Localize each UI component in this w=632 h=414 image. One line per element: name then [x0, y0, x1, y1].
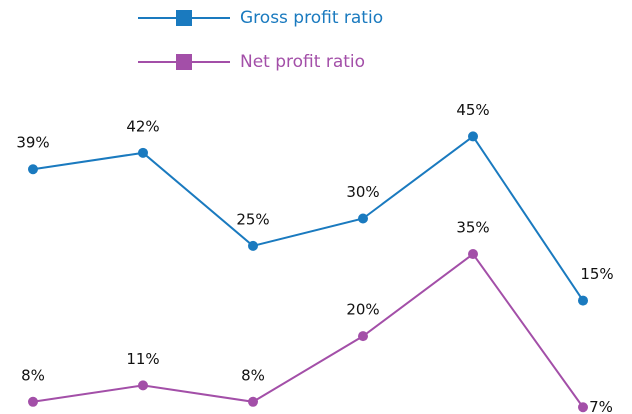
data-point	[248, 240, 258, 251]
data-label: 7%	[589, 398, 613, 414]
series-line	[32, 252, 584, 408]
data-point	[138, 380, 148, 391]
legend-text: Net profit ratio	[240, 52, 365, 72]
data-label: 35%	[456, 219, 489, 237]
data-point	[28, 396, 38, 407]
data-point	[248, 396, 258, 407]
data-label: 15%	[580, 265, 613, 283]
data-label: 11%	[126, 350, 159, 368]
data-point	[138, 147, 148, 158]
legend-marker	[176, 10, 192, 26]
data-label: 20%	[346, 301, 379, 319]
legend-text: Gross profit ratio	[240, 8, 383, 28]
data-point	[468, 131, 478, 142]
data-point	[468, 249, 478, 260]
data-point	[358, 213, 368, 224]
data-point	[578, 295, 588, 306]
data-label: 45%	[456, 101, 489, 119]
data-label: 30%	[346, 183, 379, 201]
data-label: 25%	[236, 210, 269, 228]
data-label: 8%	[21, 366, 45, 384]
data-point	[578, 402, 588, 413]
legend-marker	[176, 54, 192, 70]
data-point	[28, 164, 38, 175]
data-label: 42%	[126, 117, 159, 135]
data-label: 39%	[16, 134, 49, 152]
series-line	[32, 134, 584, 302]
data-point	[358, 331, 368, 342]
data-label: 8%	[241, 366, 265, 384]
